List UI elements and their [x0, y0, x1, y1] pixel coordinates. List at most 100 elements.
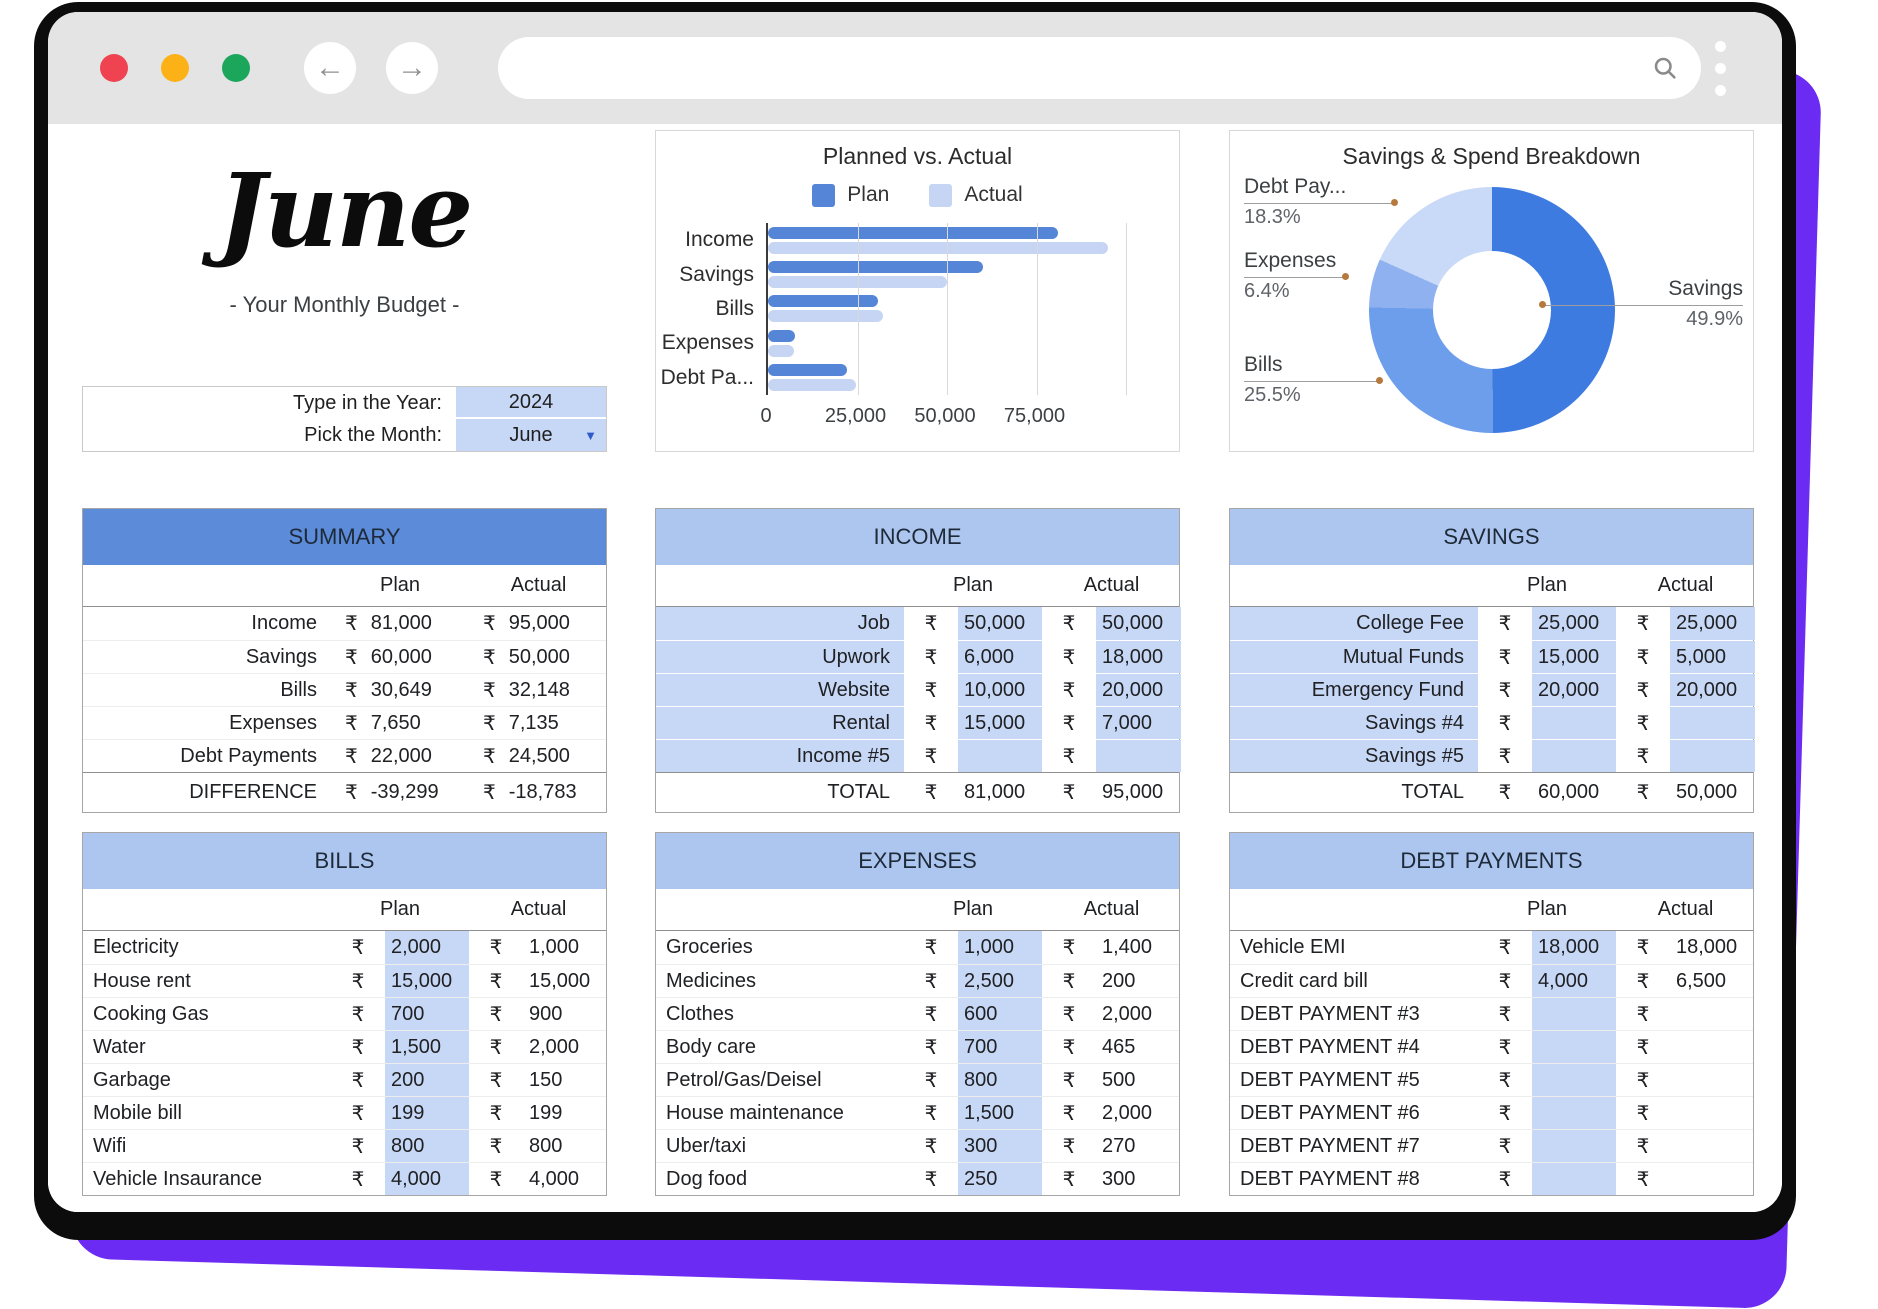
cell-value[interactable]: 1,500 — [385, 1031, 469, 1063]
cell-value[interactable]: 50,000 — [958, 607, 1042, 640]
cell-value[interactable]: 1,400 — [1102, 936, 1153, 958]
planned-vs-actual-chart[interactable]: Planned vs. Actual Plan Actual Income Sav… — [655, 130, 1180, 452]
row-label[interactable]: Mutual Funds — [1230, 641, 1478, 673]
chevron-down-icon[interactable]: ▼ — [584, 427, 597, 443]
cell-value[interactable]: 2,500 — [958, 965, 1042, 997]
cell-value[interactable] — [1670, 1163, 1755, 1195]
cell-value[interactable]: 2,000 — [529, 1035, 580, 1058]
cell-value[interactable]: 20,000 — [1670, 674, 1755, 706]
row-label[interactable]: DEBT PAYMENT #5 — [1240, 1068, 1420, 1091]
cell-value[interactable] — [1670, 707, 1755, 739]
row-label[interactable]: Vehicle Insaurance — [93, 1167, 263, 1190]
cell-value[interactable] — [958, 740, 1042, 772]
cell-value[interactable]: 95,000 — [1102, 781, 1164, 803]
row-label[interactable]: Groceries — [666, 936, 753, 958]
cell-value[interactable] — [1670, 998, 1755, 1030]
minimize-button[interactable] — [161, 54, 189, 82]
table-cell[interactable]: ₹ -18,783 — [469, 773, 608, 812]
cell-value[interactable]: 150 — [529, 1068, 563, 1091]
cell-value[interactable]: 4,000 — [385, 1163, 469, 1195]
cell-value[interactable]: 18,000 — [1532, 931, 1616, 964]
url-bar[interactable] — [498, 37, 1701, 99]
row-label[interactable]: DEBT PAYMENT #8 — [1240, 1167, 1420, 1190]
footer-label[interactable]: TOTAL — [827, 781, 890, 803]
cell-value[interactable] — [1670, 1097, 1755, 1129]
cell-value[interactable]: 250 — [958, 1163, 1042, 1195]
row-label[interactable]: Income #5 — [656, 740, 904, 772]
row-label[interactable]: Petrol/Gas/Deisel — [666, 1068, 822, 1091]
row-label[interactable]: DEBT PAYMENT #7 — [1240, 1134, 1420, 1157]
row-label[interactable]: DEBT PAYMENT #4 — [1240, 1035, 1420, 1058]
cell-value[interactable] — [1532, 1064, 1616, 1096]
cell-value[interactable]: 15,000 — [1532, 641, 1616, 673]
cell-value[interactable]: 199 — [529, 1101, 563, 1124]
row-label[interactable]: Emergency Fund — [1230, 674, 1478, 706]
row-label[interactable]: Medicines — [666, 969, 757, 992]
cell-value[interactable]: 25,000 — [1670, 607, 1755, 640]
row-label[interactable]: Rental — [656, 707, 904, 739]
row-label[interactable]: Website — [656, 674, 904, 706]
row-label[interactable]: DEBT PAYMENT #6 — [1240, 1101, 1420, 1124]
row-label[interactable]: Bills — [280, 678, 317, 701]
row-label[interactable]: College Fee — [1230, 607, 1478, 640]
cell-value[interactable]: 60,000 — [1538, 781, 1600, 803]
row-label[interactable]: DEBT PAYMENT #3 — [1240, 1002, 1420, 1025]
row-label[interactable]: House rent — [93, 969, 191, 992]
table-cell[interactable]: ₹24,500 — [469, 740, 608, 772]
cell-value[interactable]: 18,000 — [1676, 936, 1738, 958]
cell-value[interactable]: 20,000 — [1532, 674, 1616, 706]
maximize-button[interactable] — [222, 54, 250, 82]
cell-value[interactable] — [1532, 1130, 1616, 1162]
cell-value[interactable]: 900 — [529, 1002, 563, 1025]
cell-value[interactable]: 4,000 — [529, 1167, 580, 1190]
cell-value[interactable]: 50,000 — [1096, 607, 1181, 640]
table-cell[interactable]: ₹81,000 — [331, 607, 469, 640]
cell-value[interactable]: 300 — [1102, 1167, 1136, 1190]
row-label[interactable]: Credit card bill — [1240, 969, 1368, 992]
cell-value[interactable]: 6,000 — [958, 641, 1042, 673]
month-dropdown[interactable]: June ▼ — [456, 419, 606, 451]
cell-value[interactable]: 15,000 — [529, 969, 591, 992]
row-label[interactable]: Dog food — [666, 1167, 748, 1190]
cell-value[interactable]: 25,000 — [1532, 607, 1616, 640]
row-label[interactable]: Savings #4 — [1230, 707, 1478, 739]
savings-spend-breakdown-chart[interactable]: Savings & Spend Breakdown Debt Pay... 18… — [1229, 130, 1754, 452]
cell-value[interactable]: 200 — [1102, 969, 1136, 992]
row-label[interactable]: Savings #5 — [1230, 740, 1478, 772]
table-cell[interactable]: ₹7,650 — [331, 707, 469, 739]
table-cell[interactable]: ₹32,148 — [469, 674, 608, 706]
row-label[interactable]: Body care — [666, 1035, 757, 1058]
cell-value[interactable]: 800 — [385, 1130, 469, 1162]
cell-value[interactable]: 18,000 — [1096, 641, 1181, 673]
table-cell[interactable]: ₹60,000 — [331, 641, 469, 673]
table-cell[interactable]: ₹50,000 — [469, 641, 608, 673]
cell-value[interactable]: 700 — [958, 1031, 1042, 1063]
cell-value[interactable] — [1670, 1064, 1755, 1096]
row-label[interactable]: Debt Payments — [180, 744, 317, 767]
search-icon[interactable] — [1651, 54, 1679, 82]
cell-value[interactable] — [1670, 740, 1755, 772]
cell-value[interactable] — [1532, 998, 1616, 1030]
row-label[interactable]: Income — [251, 612, 317, 634]
cell-value[interactable]: 800 — [958, 1064, 1042, 1096]
cell-value[interactable]: 1,000 — [529, 936, 580, 958]
row-label[interactable]: Water — [93, 1035, 146, 1058]
cell-value[interactable] — [1532, 1031, 1616, 1063]
cell-value[interactable] — [1532, 1163, 1616, 1195]
cell-value[interactable] — [1670, 1130, 1755, 1162]
row-label[interactable]: Clothes — [666, 1002, 734, 1025]
cell-value[interactable]: 465 — [1102, 1035, 1136, 1058]
footer-label[interactable]: TOTAL — [1401, 781, 1464, 803]
cell-value[interactable] — [1532, 740, 1616, 772]
cell-value[interactable]: 6,500 — [1676, 969, 1727, 992]
table-cell[interactable]: ₹22,000 — [331, 740, 469, 772]
cell-value[interactable]: 1,500 — [958, 1097, 1042, 1129]
menu-icon[interactable] — [1715, 40, 1726, 96]
cell-value[interactable]: 50,000 — [1676, 781, 1738, 803]
cell-value[interactable]: 2,000 — [1102, 1101, 1153, 1124]
row-label[interactable]: Garbage — [93, 1068, 171, 1091]
year-input[interactable]: 2024 — [456, 387, 606, 419]
table-cell[interactable]: ₹30,649 — [331, 674, 469, 706]
cell-value[interactable]: 10,000 — [958, 674, 1042, 706]
cell-value[interactable] — [1670, 1031, 1755, 1063]
